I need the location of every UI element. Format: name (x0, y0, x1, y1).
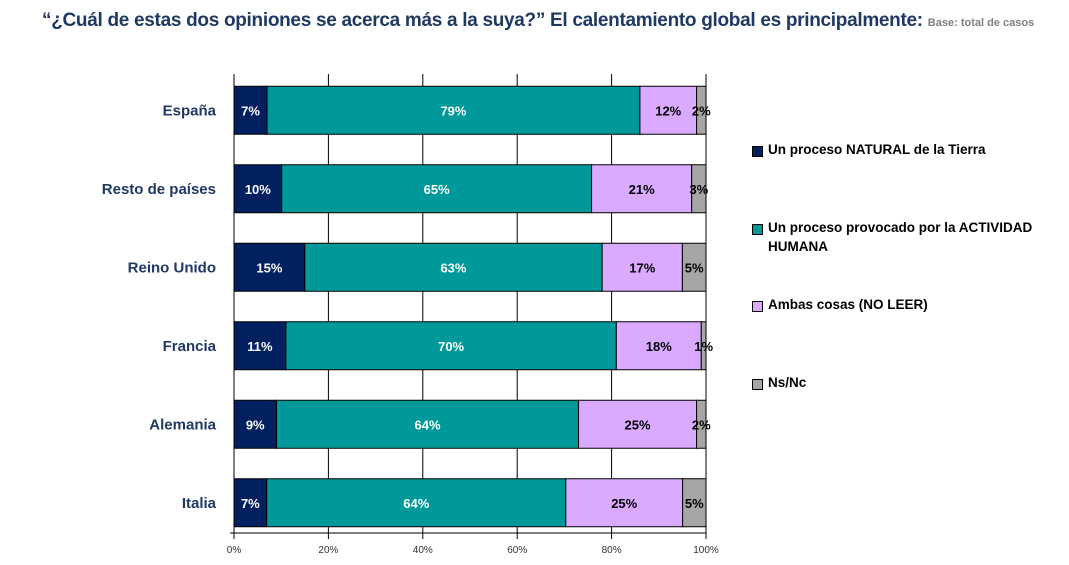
category-label: Resto de países (102, 181, 216, 198)
data-label: 15% (256, 260, 282, 275)
legend-label: Un proceso NATURAL de la Tierra (768, 142, 986, 157)
data-label: 18% (646, 339, 672, 354)
bar-segment (700, 321, 707, 371)
bar-segment (682, 478, 707, 528)
legend-item-both: Ambas cosas (NO LEER) (752, 297, 928, 312)
data-label: 70% (438, 339, 464, 354)
bar-segment (266, 85, 641, 135)
bar-segment (601, 242, 683, 292)
data-label: 65% (424, 182, 450, 197)
data-label: 3% (689, 182, 708, 197)
data-label: 1% (694, 339, 713, 354)
category-label: Italia (182, 495, 217, 512)
bar-segment (233, 321, 287, 371)
legend-item-nsnc: Ns/Nc (752, 375, 806, 390)
bar-segment (275, 399, 580, 449)
chart-title: “¿Cuál de estas dos opiniones se acerca … (42, 10, 1034, 32)
data-label: 25% (625, 417, 651, 432)
legend-item-human: Un proceso provocado por la ACTIVIDAD HU… (752, 220, 1052, 256)
legend-item-natural: Un proceso NATURAL de la Tierra (752, 142, 986, 157)
x-tick-label: 80% (602, 545, 622, 556)
data-label: 5% (685, 496, 704, 511)
data-label: 2% (692, 103, 711, 118)
legend-label: Ambas cosas (NO LEER) (768, 297, 928, 312)
data-label: 10% (245, 182, 271, 197)
data-label: 64% (403, 496, 429, 511)
title-text: “¿Cuál de estas dos opiniones se acerca … (42, 10, 923, 31)
bar-segment (304, 242, 603, 292)
category-label: España (163, 102, 217, 119)
chart-subtitle: Base: total de casos (927, 17, 1035, 29)
bar-segment (691, 164, 707, 214)
data-label: 2% (692, 417, 711, 432)
category-label: Francia (163, 338, 217, 355)
x-tick-label: 60% (507, 545, 527, 556)
bar-segment (565, 478, 684, 528)
legend-swatch (752, 224, 763, 235)
bar-segment (233, 242, 306, 292)
data-label: 79% (440, 103, 466, 118)
bar-segment (281, 164, 593, 214)
category-label: Alemania (149, 416, 216, 433)
data-label: 12% (655, 103, 681, 118)
x-tick-label: 0% (227, 545, 242, 556)
bar-segment (285, 321, 617, 371)
data-label: 11% (247, 339, 273, 354)
bar-segment (639, 85, 698, 135)
data-label: 5% (685, 260, 704, 275)
x-tick-label: 40% (413, 545, 433, 556)
bar-segment (578, 399, 698, 449)
legend-swatch (752, 301, 763, 312)
data-label: 7% (241, 496, 260, 511)
bar-segment (681, 242, 707, 292)
data-label: 7% (241, 103, 260, 118)
data-label: 25% (611, 496, 637, 511)
bar-segment (233, 478, 268, 528)
bar-segment (233, 164, 283, 214)
bar-segment (591, 164, 693, 214)
data-label: 21% (629, 182, 655, 197)
data-label: 63% (440, 260, 466, 275)
x-tick-label: 20% (318, 545, 338, 556)
bar-segment (233, 85, 268, 135)
bar-segment (233, 399, 277, 449)
legend-label: Ns/Nc (768, 375, 807, 390)
bar-segment (266, 478, 567, 528)
legend-swatch (752, 146, 763, 157)
bar-segment (696, 399, 707, 449)
bar-segment (696, 85, 707, 135)
data-label: 64% (415, 417, 441, 432)
data-label: 17% (629, 260, 655, 275)
x-tick-label: 100% (693, 545, 719, 556)
legend-swatch (752, 379, 763, 390)
legend-label: Un proceso provocado por la ACTIVIDAD HU… (768, 220, 1033, 254)
category-label: Reino Unido (128, 259, 216, 276)
data-label: 9% (246, 417, 265, 432)
